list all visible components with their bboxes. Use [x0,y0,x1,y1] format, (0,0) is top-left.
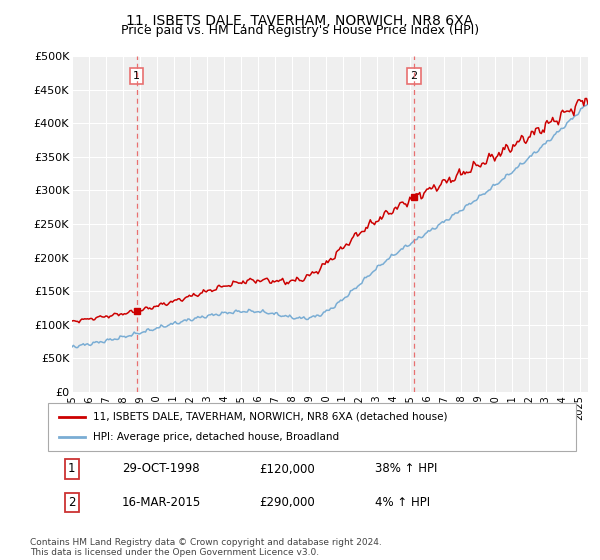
Text: 4% ↑ HPI: 4% ↑ HPI [376,496,430,509]
Text: 1: 1 [68,463,76,475]
Text: £290,000: £290,000 [259,496,315,509]
Text: 2: 2 [68,496,76,509]
Text: 11, ISBETS DALE, TAVERHAM, NORWICH, NR8 6XA: 11, ISBETS DALE, TAVERHAM, NORWICH, NR8 … [127,14,473,28]
Text: 1: 1 [133,71,140,81]
Text: 2: 2 [410,71,418,81]
Text: 38% ↑ HPI: 38% ↑ HPI [376,463,438,475]
Text: 11, ISBETS DALE, TAVERHAM, NORWICH, NR8 6XA (detached house): 11, ISBETS DALE, TAVERHAM, NORWICH, NR8 … [93,412,448,422]
FancyBboxPatch shape [48,403,576,451]
Text: £120,000: £120,000 [259,463,315,475]
Text: 29-OCT-1998: 29-OCT-1998 [122,463,200,475]
Text: 16-MAR-2015: 16-MAR-2015 [122,496,201,509]
Text: HPI: Average price, detached house, Broadland: HPI: Average price, detached house, Broa… [93,432,339,442]
Text: Contains HM Land Registry data © Crown copyright and database right 2024.
This d: Contains HM Land Registry data © Crown c… [30,538,382,557]
Text: Price paid vs. HM Land Registry's House Price Index (HPI): Price paid vs. HM Land Registry's House … [121,24,479,36]
